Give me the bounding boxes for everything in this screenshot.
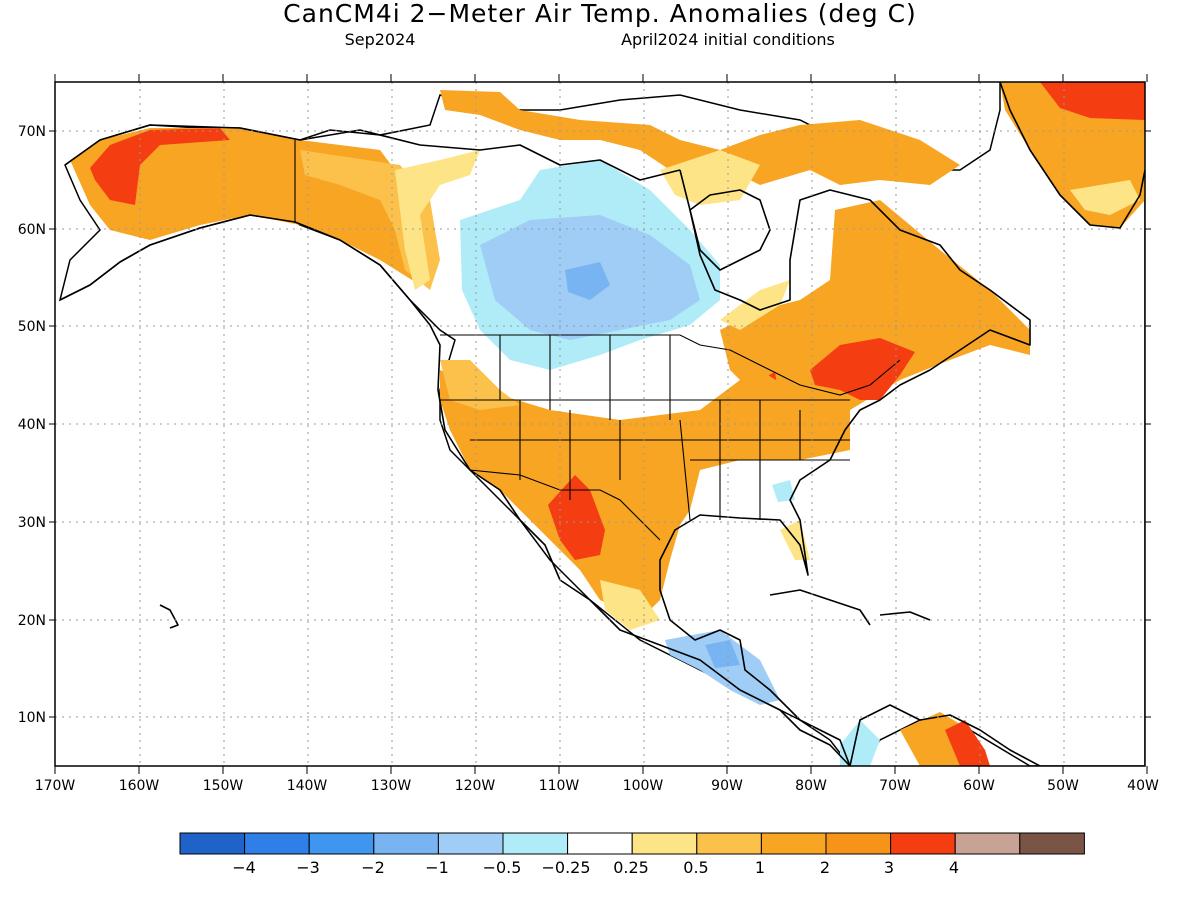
legend-color-box <box>567 832 633 855</box>
lon-label: 100W <box>623 778 664 794</box>
longitude-labels: 170W 160W 150W 140W 130W 120W 110W 100W … <box>35 778 1159 794</box>
legend-label: 2 <box>820 858 830 877</box>
legend-color-box <box>179 832 246 855</box>
legend-color-boxes <box>179 832 1085 855</box>
legend-color-box <box>760 832 827 855</box>
lon-label: 80W <box>795 778 827 794</box>
lon-label: 150W <box>203 778 244 794</box>
legend-label: 3 <box>884 858 894 877</box>
lat-label: 10N <box>18 710 46 726</box>
anomaly-fill <box>70 82 1145 766</box>
legend-color-box <box>502 832 569 855</box>
legend-color-box <box>954 832 1021 855</box>
legend-label: 4 <box>949 858 959 877</box>
anomaly-mexico-yellow <box>600 580 660 630</box>
lat-label: 50N <box>18 319 46 335</box>
anomaly-arctic-islands <box>440 90 960 185</box>
lon-label: 40W <box>1127 778 1159 794</box>
legend-color-box <box>1019 832 1085 855</box>
map-subtitle-initial-conditions: April2024 initial conditions <box>621 30 835 49</box>
hawaii-coastline <box>159 604 179 629</box>
anomaly-centralamerica-blue <box>665 630 780 705</box>
legend-label: 0.25 <box>613 858 649 877</box>
anomaly-canada-yellow <box>395 150 480 290</box>
map-title: CanCM4i 2−Meter Air Temp. Anomalies (deg… <box>283 0 917 28</box>
map-panel <box>55 82 1145 766</box>
lon-label: 140W <box>287 778 328 794</box>
legend-color-box <box>825 832 892 855</box>
lon-label: 120W <box>455 778 496 794</box>
legend-label: −0.25 <box>541 858 590 877</box>
anomaly-alaska-red <box>90 128 230 205</box>
lon-label: 170W <box>35 778 76 794</box>
legend-label: −2 <box>361 858 385 877</box>
anomaly-texas-red <box>548 475 605 560</box>
axis-ticks <box>49 74 1151 774</box>
north-america-coastline <box>59 214 851 766</box>
alaska-canada-border <box>294 140 381 266</box>
legend-color-box <box>437 832 504 855</box>
anomaly-northeast-red <box>810 338 915 400</box>
hispaniola-coastline <box>879 611 931 621</box>
political-borders <box>294 140 901 541</box>
lat-label: 30N <box>18 515 46 531</box>
lon-label: 60W <box>963 778 995 794</box>
cuba-coastline <box>769 589 871 626</box>
anomaly-canada-darkblue <box>565 262 610 300</box>
legend-labels: −4 −3 −2 −1 −0.5 −0.25 0.25 0.5 1 2 3 4 <box>232 858 959 877</box>
lon-label: 70W <box>879 778 911 794</box>
anomaly-eastcanada-yellow <box>720 280 790 330</box>
us-canada-border <box>440 334 901 396</box>
lon-label: 90W <box>711 778 743 794</box>
us-state-borders <box>440 335 850 521</box>
anomaly-centralamerica-darkblue <box>705 640 740 668</box>
legend-label: 1 <box>755 858 765 877</box>
legend-color-box <box>244 832 310 855</box>
legend-label: −0.5 <box>483 858 522 877</box>
lon-label: 160W <box>119 778 160 794</box>
legend-color-box <box>631 832 698 855</box>
latitude-labels: 70N 60N 50N 40N 30N 20N 10N <box>18 124 46 726</box>
lat-label: 40N <box>18 417 46 433</box>
hudson-bay-coastline <box>689 189 771 271</box>
legend-label: −1 <box>425 858 449 877</box>
anomaly-greenland-red <box>1040 82 1145 120</box>
greenland-coastline <box>999 82 1145 229</box>
arctic-coastline <box>64 124 681 181</box>
legend-label: −4 <box>232 858 256 877</box>
anomaly-venezuela-red <box>945 720 990 766</box>
legend-color-box <box>308 832 375 855</box>
anomaly-us-orange <box>440 370 850 620</box>
southamerica-coastline <box>849 704 1041 766</box>
lat-label: 20N <box>18 613 46 629</box>
lat-label: 60N <box>18 222 46 238</box>
anomaly-se-cyan <box>772 480 795 502</box>
lon-label: 50W <box>1047 778 1079 794</box>
anomaly-eastcanada-orange <box>720 200 1030 420</box>
gulf-coastline <box>659 169 1031 766</box>
legend-color-box <box>373 832 439 855</box>
map-subtitle-month: Sep2024 <box>345 30 416 49</box>
legend-color-box <box>890 832 956 855</box>
legend-label: −3 <box>296 858 320 877</box>
lon-label: 130W <box>371 778 412 794</box>
lat-label: 70N <box>18 124 46 140</box>
anomaly-greenland-yellow <box>1070 180 1140 215</box>
coastlines <box>59 82 1145 766</box>
color-legend: −4 −3 −2 −1 −0.5 −0.25 0.25 0.5 1 2 3 4 <box>179 832 1085 877</box>
legend-color-box <box>696 832 762 855</box>
anomaly-colombia-cyan <box>840 720 880 766</box>
lon-label: 110W <box>539 778 580 794</box>
legend-label: 0.5 <box>683 858 708 877</box>
graticule <box>55 82 1145 766</box>
